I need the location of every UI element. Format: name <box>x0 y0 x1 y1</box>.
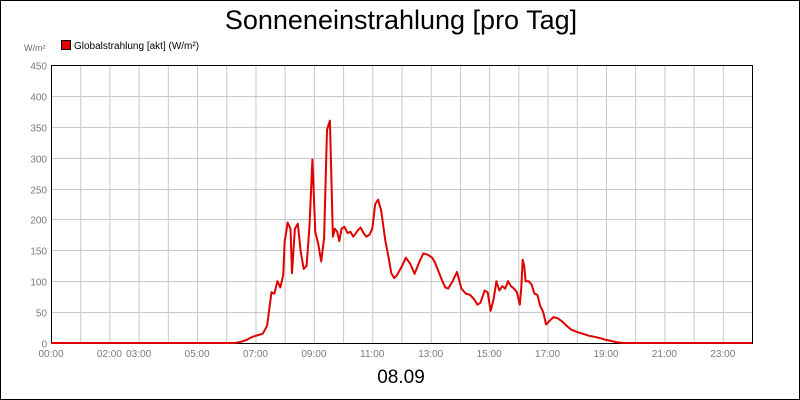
x-tick-label: 00:00 <box>38 349 63 360</box>
legend-swatch <box>61 40 71 50</box>
y-tick-label: 150 <box>30 247 47 258</box>
x-tick-label: 23:00 <box>710 349 735 360</box>
y-tick-label: 350 <box>30 124 47 135</box>
x-tick-label: 21:00 <box>652 349 677 360</box>
y-tick-label: 250 <box>30 186 47 197</box>
y-tick-label: 0 <box>41 340 47 351</box>
y-tick-label: 50 <box>36 309 48 320</box>
x-tick-label: 09:00 <box>301 349 326 360</box>
x-tick-label: 17:00 <box>535 349 560 360</box>
x-tick-label: 07:00 <box>243 349 268 360</box>
x-tick-label: 11:00 <box>360 349 385 360</box>
x-tick-label: 03:00 <box>126 349 151 360</box>
y-tick-label: 200 <box>30 216 47 227</box>
plot-border <box>51 65 753 344</box>
x-tick-label: 02:00 <box>97 349 122 360</box>
legend: Globalstrahlung [akt] (W/m²) <box>61 40 199 53</box>
y-tick-label: 300 <box>30 155 47 166</box>
y-tick-label: 400 <box>30 93 47 104</box>
series-line <box>51 119 752 344</box>
y-tick-label: 450 <box>30 62 47 73</box>
x-tick-label: 13:00 <box>418 349 443 360</box>
x-tick-label: 19:00 <box>593 349 618 360</box>
x-axis-date-label: 08.09 <box>377 367 425 388</box>
legend-entry-label: Globalstrahlung [akt] (W/m²) <box>74 41 200 52</box>
x-tick-label: 05:00 <box>185 349 210 360</box>
x-tick-label: 15:00 <box>477 349 502 360</box>
y-tick-label: 100 <box>30 278 47 289</box>
y-axis-unit-label: W/m² <box>24 43 46 53</box>
chart-title: Sonneneinstrahlung [pro Tag] <box>224 5 578 35</box>
